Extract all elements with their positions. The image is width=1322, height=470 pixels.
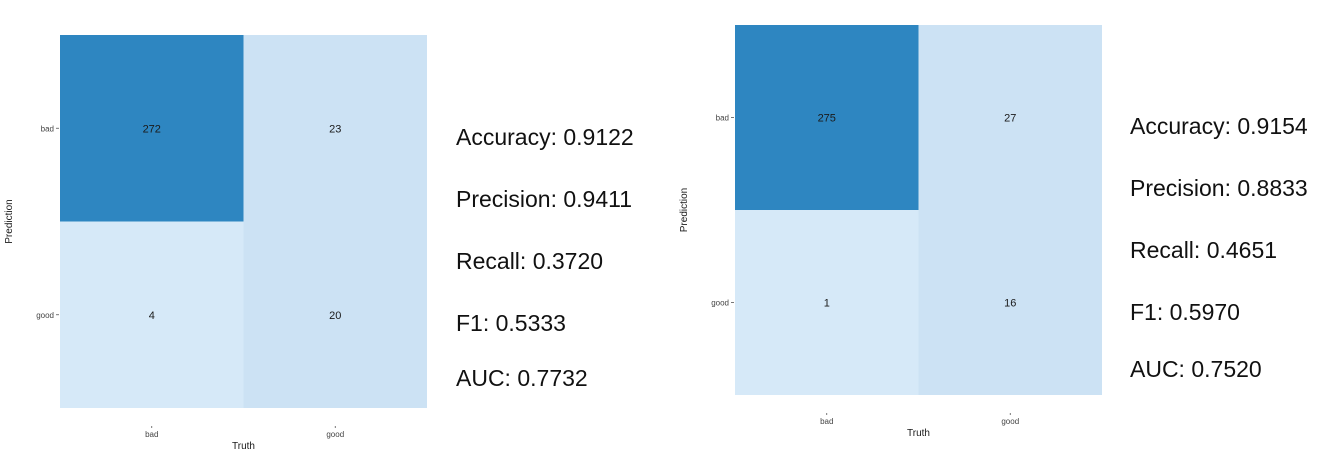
- y-axis-title: Prediction: [4, 199, 15, 243]
- confusion-matrix-chart-1: 272 23 4 20 bad good bad good Truth Prediction: [4, 35, 427, 452]
- cell-value-label: 4: [149, 310, 155, 322]
- metric-precision: Precision: 0.9411: [456, 186, 633, 212]
- matrix-cell-good-bad: [735, 210, 919, 395]
- x-tick-label-good: good: [1001, 417, 1019, 426]
- y-tick-label-bad: bad: [716, 114, 729, 123]
- y-tick-label-good: good: [711, 299, 729, 308]
- metric-accuracy: Accuracy: 0.9154: [1130, 113, 1308, 139]
- cell-value-label: 275: [818, 113, 836, 125]
- cell-value-label: 16: [1004, 298, 1016, 310]
- x-axis-title: Truth: [907, 428, 930, 439]
- metric-f1: F1: 0.5970: [1130, 299, 1240, 325]
- x-axis-title: Truth: [232, 441, 255, 452]
- matrix-cell-bad-bad: [735, 25, 919, 210]
- metric-accuracy: Accuracy: 0.9122: [456, 124, 634, 150]
- confusion-matrix-panel-2: 275 27 1 16 bad good bad good Truth Prediction Ac…: [660, 0, 1322, 470]
- y-axis-title: Prediction: [679, 188, 690, 232]
- metric-recall: Recall: 0.3720: [456, 248, 604, 274]
- matrix-cell-bad-good: [243, 35, 427, 222]
- x-tick-label-good: good: [326, 430, 344, 439]
- cell-value-label: 1: [824, 298, 830, 310]
- cell-value-label: 27: [1004, 113, 1016, 125]
- metric-auc: AUC: 0.7520: [1130, 356, 1262, 382]
- x-tick-label-bad: bad: [820, 417, 833, 426]
- cell-value-label: 20: [329, 310, 341, 322]
- confusion-matrix-chart-2: 275 27 1 16 bad good bad good Truth Prediction: [679, 25, 1102, 439]
- matrix-cell-good-good: [918, 210, 1102, 395]
- matrix-cell-bad-bad: [60, 35, 244, 222]
- matrix-cell-good-good: [243, 221, 427, 408]
- cell-value-label: 23: [329, 123, 341, 135]
- cell-value-label: 272: [143, 123, 161, 135]
- metric-precision: Precision: 0.8833: [1130, 175, 1308, 201]
- y-tick-label-bad: bad: [41, 124, 54, 133]
- metric-recall: Recall: 0.4651: [1130, 237, 1278, 263]
- metric-auc: AUC: 0.7732: [456, 365, 588, 391]
- matrix-cell-bad-good: [918, 25, 1102, 210]
- matrix-cell-good-bad: [60, 221, 244, 408]
- metric-f1: F1: 0.5333: [456, 310, 566, 336]
- y-tick-label-good: good: [36, 311, 54, 320]
- confusion-matrix-panel-1: 272 23 4 20 bad good bad good Truth Prediction Ac…: [0, 0, 660, 470]
- x-tick-label-bad: bad: [145, 430, 158, 439]
